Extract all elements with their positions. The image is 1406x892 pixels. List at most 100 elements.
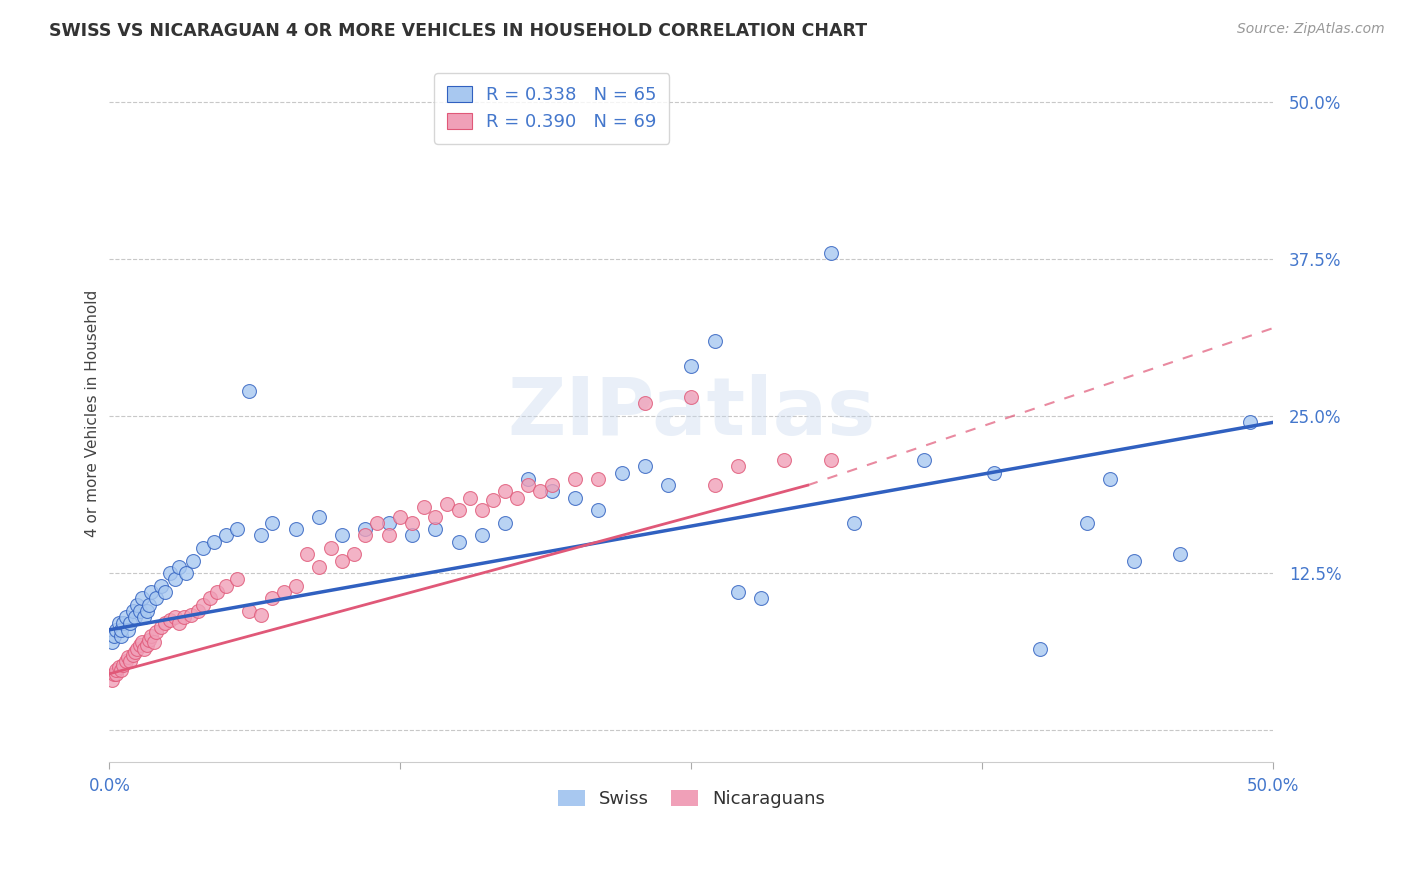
Point [180,607,202,622]
Point [308,560,330,574]
Point [343,547,366,561]
Point [401,516,423,530]
Point [494,484,516,499]
Point [112,616,135,631]
Point [681,390,703,404]
Point [155,616,177,631]
Point [586,472,609,486]
Point [131,591,153,606]
Point [308,509,330,524]
Point [181,554,204,568]
Point [159,566,181,581]
Point [401,528,423,542]
Point [141,629,163,643]
Point [564,491,586,505]
Point [163,610,186,624]
Point [425,522,447,536]
Point [138,598,160,612]
Point [134,610,156,624]
Point [634,396,657,410]
Point [174,566,197,581]
Point [1239,415,1261,429]
Point [1029,641,1052,656]
Point [191,598,214,612]
Point [703,334,725,348]
Point [238,604,260,618]
Point [447,534,470,549]
Point [135,604,157,618]
Point [657,478,679,492]
Point [471,528,494,542]
Point [330,528,353,542]
Point [187,604,209,618]
Point [412,500,434,514]
Point [128,638,150,652]
Point [191,541,214,555]
Point [773,453,796,467]
Point [145,625,167,640]
Point [297,547,319,561]
Point [703,478,725,492]
Point [634,459,657,474]
Point [610,466,633,480]
Point [540,484,562,499]
Legend: Swiss, Nicaraguans: Swiss, Nicaraguans [550,783,832,815]
Point [482,493,505,508]
Point [114,654,136,668]
Point [284,522,307,536]
Point [110,623,132,637]
Point [103,629,125,643]
Point [586,503,609,517]
Point [110,663,132,677]
Point [425,509,447,524]
Point [319,541,342,555]
Point [101,635,124,649]
Point [173,610,195,624]
Text: Source: ZipAtlas.com: Source: ZipAtlas.com [1237,22,1385,37]
Point [1168,547,1191,561]
Point [163,573,186,587]
Point [471,503,494,517]
Point [389,509,412,524]
Point [159,613,181,627]
Point [262,591,284,606]
Point [120,654,142,668]
Point [149,579,172,593]
Point [226,573,249,587]
Point [121,648,143,662]
Point [169,560,191,574]
Point [494,516,516,530]
Point [284,579,307,593]
Point [249,607,271,622]
Point [117,650,139,665]
Point [912,453,935,467]
Point [354,522,377,536]
Point [378,528,401,542]
Point [238,384,260,398]
Point [458,491,481,505]
Point [120,616,142,631]
Point [141,585,163,599]
Point [105,663,128,677]
Point [273,585,295,599]
Point [215,579,238,593]
Point [1099,472,1122,486]
Point [1076,516,1098,530]
Point [135,638,157,652]
Point [105,666,128,681]
Point [202,534,225,549]
Point [169,616,191,631]
Point [517,472,540,486]
Point [564,472,586,486]
Point [330,554,353,568]
Point [105,623,128,637]
Point [249,528,271,542]
Point [112,657,135,672]
Point [107,660,129,674]
Point [727,459,749,474]
Point [138,632,160,647]
Text: SWISS VS NICARAGUAN 4 OR MORE VEHICLES IN HOUSEHOLD CORRELATION CHART: SWISS VS NICARAGUAN 4 OR MORE VEHICLES I… [49,22,868,40]
Point [124,610,146,624]
Point [1122,554,1144,568]
Point [366,516,388,530]
